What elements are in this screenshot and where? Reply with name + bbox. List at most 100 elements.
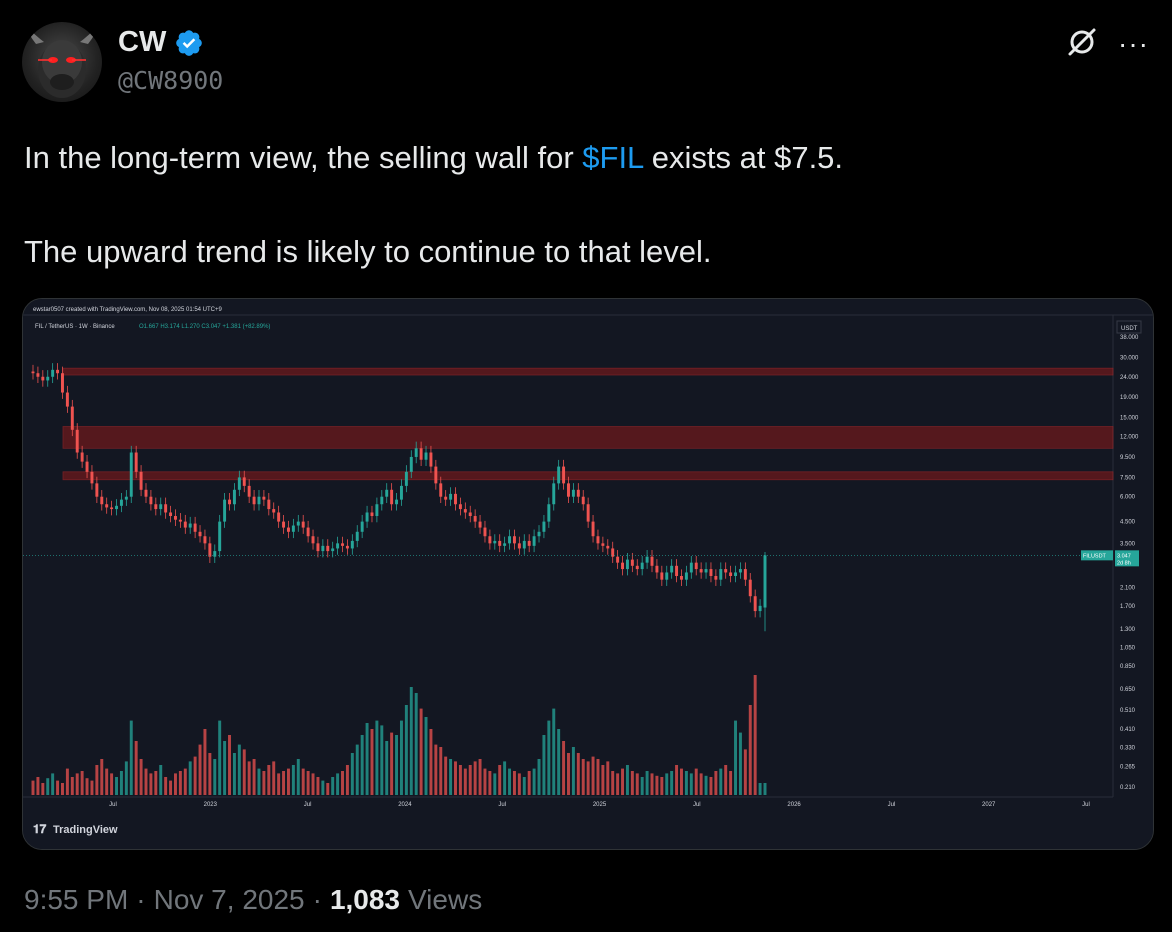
volume-bar — [512, 771, 516, 795]
volume-bar — [655, 775, 659, 795]
volume-bar — [188, 761, 192, 795]
volume-bar — [36, 777, 40, 795]
candle-body — [689, 562, 693, 573]
author-handle[interactable]: @CW8900 — [118, 66, 224, 95]
candle-body — [694, 562, 698, 570]
candle-body — [41, 376, 45, 381]
separator: · — [312, 884, 322, 915]
y-tick-label: 1.300 — [1120, 627, 1136, 633]
candle-body — [203, 536, 207, 544]
candle-body — [341, 543, 344, 546]
candle-body — [149, 496, 153, 505]
volume-bar — [758, 783, 762, 795]
candle-body — [286, 527, 290, 532]
x-tick-label: 2027 — [982, 802, 996, 808]
candle-body — [100, 496, 104, 505]
y-tick-label: 0.330 — [1120, 746, 1136, 752]
volume-bar — [645, 771, 649, 795]
volume-bar — [316, 777, 320, 795]
candle-body — [51, 369, 55, 377]
volume-bar — [262, 771, 266, 795]
volume-bar — [616, 773, 620, 795]
candle-body — [159, 504, 163, 510]
volume-bar — [763, 783, 767, 795]
volume-bar — [547, 720, 551, 795]
y-tick-label: 0.510 — [1120, 708, 1136, 714]
volume-bar — [178, 771, 182, 795]
price-tag-symbol: FILUSDT — [1083, 553, 1107, 559]
candle-body — [169, 512, 173, 517]
volume-bar — [203, 729, 207, 795]
candle-body — [567, 483, 570, 497]
volume-bar — [183, 768, 187, 795]
avatar[interactable] — [22, 22, 102, 102]
candle-body — [124, 496, 128, 500]
candle-body — [183, 521, 187, 528]
candle-body — [267, 499, 271, 510]
resistance-zone — [62, 367, 1114, 376]
tweet-time[interactable]: 9:55 PM — [24, 884, 129, 915]
volume-bar — [80, 771, 84, 795]
candle-body — [680, 575, 683, 580]
volume-bar — [454, 761, 457, 795]
author-row: CW — [118, 26, 204, 59]
volume-bar — [51, 773, 55, 795]
volume-bar — [399, 720, 403, 795]
grok-icon[interactable] — [1064, 24, 1100, 60]
author-name[interactable]: CW — [118, 26, 167, 58]
cashtag-link[interactable]: $FIL — [582, 140, 644, 175]
candle-body — [409, 456, 413, 472]
volume-bar — [680, 768, 683, 795]
candle-body — [645, 556, 649, 563]
volume-bar — [159, 765, 163, 795]
candle-body — [291, 525, 295, 532]
candle-body — [316, 543, 320, 552]
candle-body — [596, 536, 600, 544]
candle-body — [571, 489, 575, 497]
candle-body — [557, 466, 561, 484]
candle-body — [665, 572, 669, 580]
candle-body — [758, 605, 762, 612]
y-tick-label: 24.000 — [1120, 375, 1139, 381]
volume-bar — [41, 783, 45, 795]
volume-bar — [635, 773, 639, 795]
candle-body — [129, 452, 133, 497]
tweet-date[interactable]: Nov 7, 2025 — [153, 884, 305, 915]
tweet-text: In the long-term view, the selling wall … — [24, 134, 1144, 275]
y-tick-label: 12.000 — [1120, 435, 1139, 441]
more-icon[interactable]: ··· — [1118, 28, 1149, 59]
volume-bar — [665, 773, 669, 795]
volume-bar — [542, 735, 546, 795]
volume-bar — [345, 765, 349, 795]
volume-bar — [321, 780, 325, 795]
candle-body — [139, 471, 143, 490]
candle-body — [237, 477, 241, 490]
volume-bar — [286, 768, 290, 795]
volume-bar — [252, 759, 256, 795]
candle-body — [640, 562, 644, 570]
volume-bar — [404, 705, 408, 795]
volume-bar — [660, 777, 664, 795]
tweet-line-1: In the long-term view, the selling wall … — [24, 134, 1144, 181]
volume-bar — [591, 756, 595, 795]
x-tick-label: Jul — [693, 802, 701, 808]
y-tick-label: 6.000 — [1120, 495, 1136, 501]
volume-bar — [380, 725, 384, 795]
candle-body — [660, 572, 664, 580]
volume-bar — [282, 771, 286, 795]
candle-body — [115, 505, 118, 510]
volume-bar — [350, 753, 354, 795]
candle-body — [576, 489, 580, 497]
chart-image[interactable]: ewstar0507 created with TradingView.com,… — [22, 298, 1154, 850]
candle-body — [36, 373, 40, 377]
candle-body — [512, 536, 516, 544]
candle-body — [458, 504, 462, 510]
candle-body — [444, 496, 448, 500]
candle-body — [468, 512, 472, 517]
volume-bar — [218, 720, 222, 795]
candle-body — [306, 527, 310, 537]
candle-body — [380, 496, 384, 505]
candle-body — [262, 496, 266, 500]
candle-body — [532, 536, 536, 546]
candle-body — [277, 512, 281, 522]
